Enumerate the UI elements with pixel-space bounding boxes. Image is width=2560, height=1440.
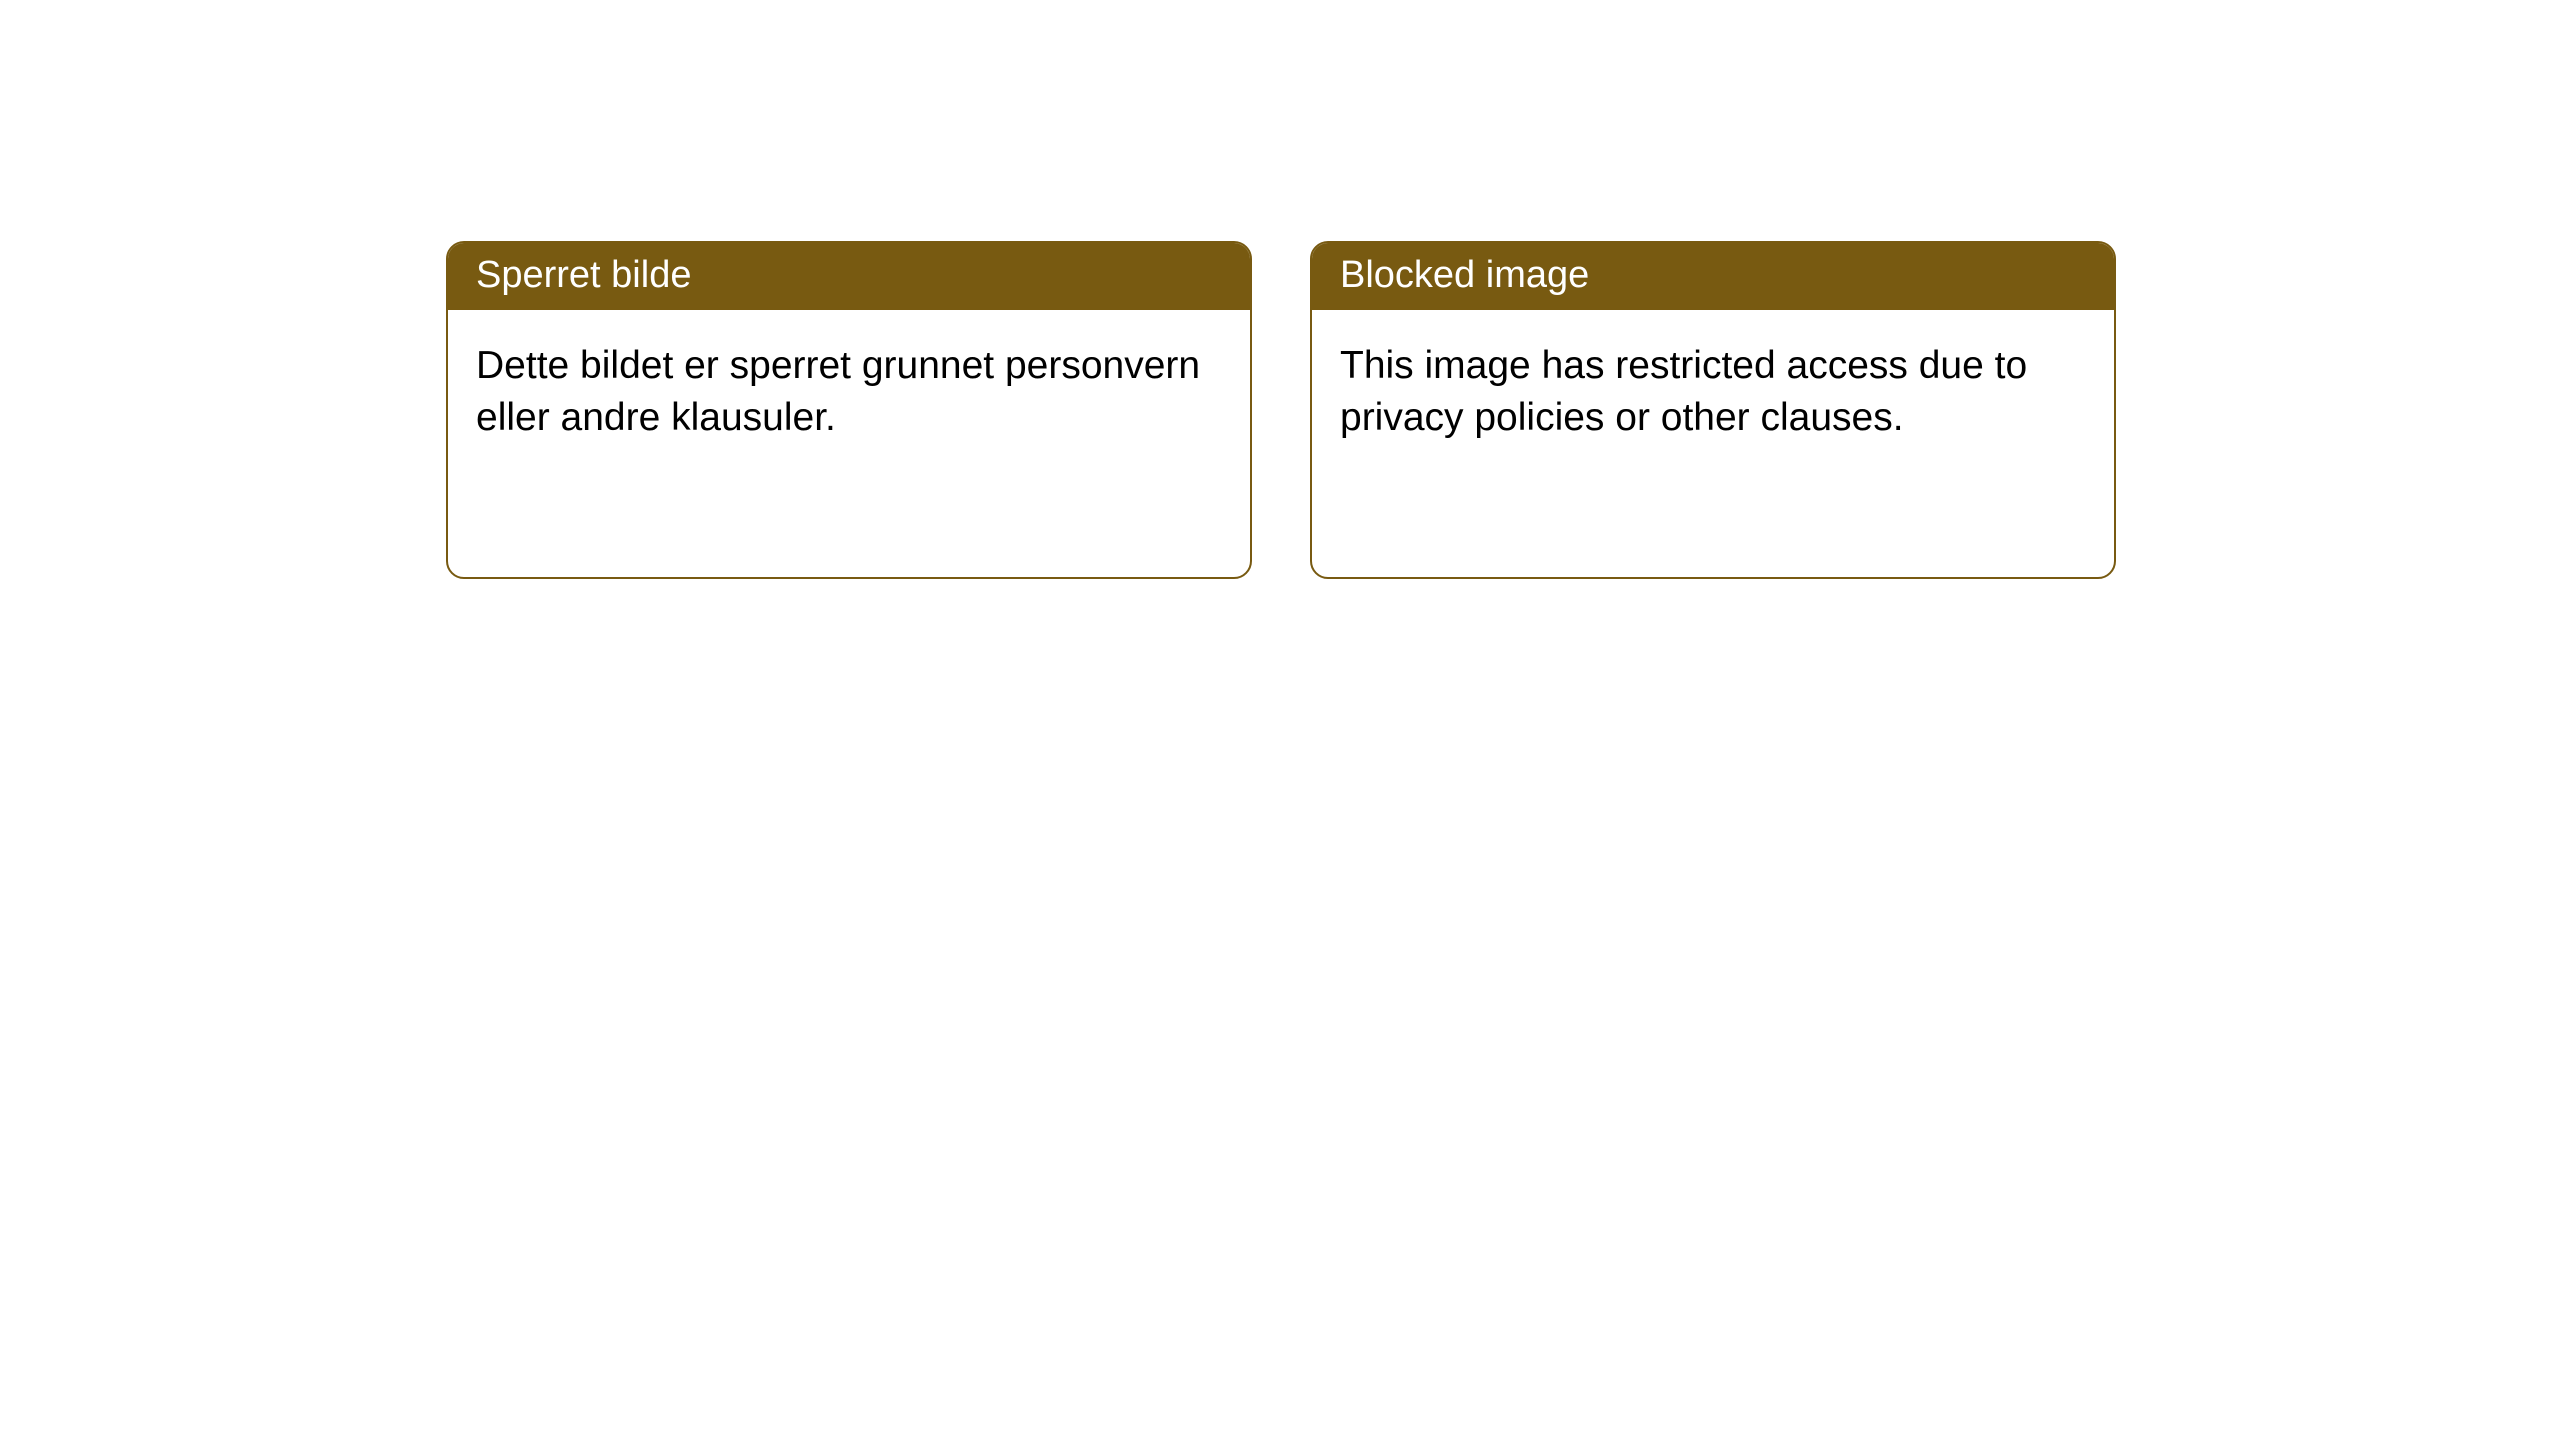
card-title-no: Sperret bilde <box>448 243 1250 310</box>
card-body-en: This image has restricted access due to … <box>1312 310 2114 465</box>
cards-row: Sperret bilde Dette bildet er sperret gr… <box>0 0 2560 579</box>
card-title-en: Blocked image <box>1312 243 2114 310</box>
card-body-no: Dette bildet er sperret grunnet personve… <box>448 310 1250 465</box>
blocked-image-card-no: Sperret bilde Dette bildet er sperret gr… <box>446 241 1252 579</box>
blocked-image-card-en: Blocked image This image has restricted … <box>1310 241 2116 579</box>
